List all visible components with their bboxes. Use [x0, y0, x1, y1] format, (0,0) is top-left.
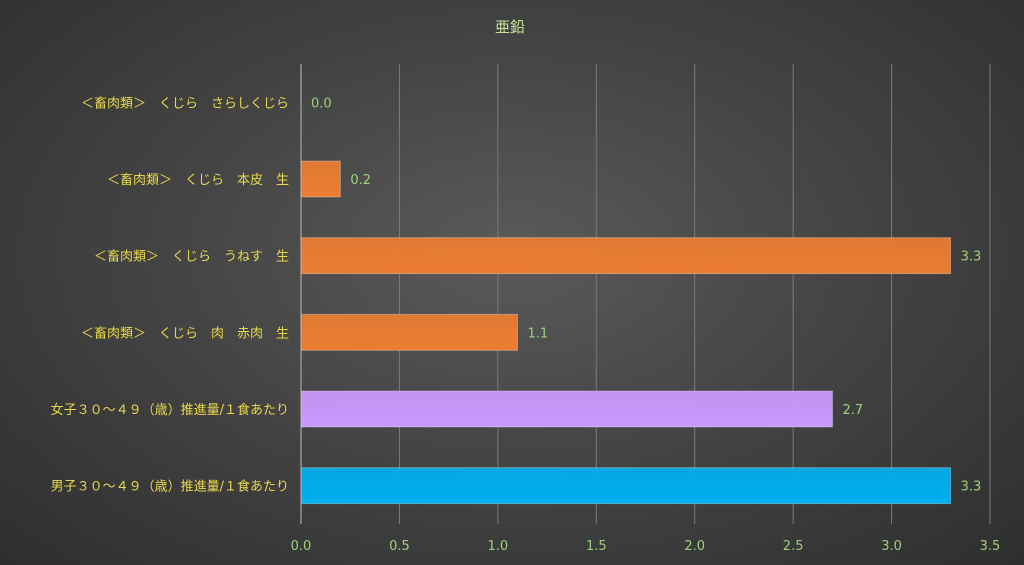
- x-tick-label: 2.0: [684, 539, 705, 554]
- bar: [300, 390, 833, 428]
- category-labels: ＜畜肉類＞ くじら さらしくじら ＜畜肉類＞ くじら 本皮 生 ＜畜肉類＞ くじら …: [51, 95, 289, 494]
- bar: [300, 237, 952, 275]
- bar: [300, 313, 518, 351]
- category-label: ＜畜肉類＞ くじら 肉 赤肉 生: [81, 325, 289, 341]
- x-tick-label: 3.0: [881, 539, 902, 554]
- bar: [300, 160, 341, 198]
- gridlines: [398, 64, 991, 524]
- bar: [300, 467, 952, 505]
- data-label: 1.1: [528, 326, 549, 341]
- category-label: ＜畜肉類＞ くじら 本皮 生: [107, 172, 289, 188]
- x-tick-label: 1.0: [488, 539, 509, 554]
- x-tick-label: 0.5: [389, 539, 410, 554]
- x-axis-ticks: 0.0 0.5 1.0 1.5 2.0 2.5 3.0 3.5: [291, 539, 1001, 554]
- category-label: 男子３０～４９（歳）推進量/１食あたり: [51, 479, 289, 495]
- data-labels: 0.0 0.2 3.3 1.1 2.7 3.3: [311, 96, 981, 494]
- chart-title: 亜鉛: [495, 18, 525, 36]
- data-label: 3.3: [961, 250, 982, 265]
- x-tick-label: 0.0: [291, 539, 312, 554]
- category-label: ＜畜肉類＞ くじら さらしくじら: [81, 95, 289, 111]
- category-label: ＜畜肉類＞ くじら うねす 生: [94, 249, 289, 265]
- bars: [300, 160, 952, 505]
- data-label: 0.0: [311, 96, 332, 111]
- data-label: 0.2: [350, 173, 371, 188]
- x-tick-label: 2.5: [783, 539, 804, 554]
- data-label: 3.3: [961, 480, 982, 495]
- data-label: 2.7: [843, 403, 864, 418]
- x-tick-label: 1.5: [586, 539, 607, 554]
- x-tick-label: 3.5: [980, 539, 1001, 554]
- category-label: 女子３０～４９（歳）推進量/１食あたり: [51, 402, 289, 418]
